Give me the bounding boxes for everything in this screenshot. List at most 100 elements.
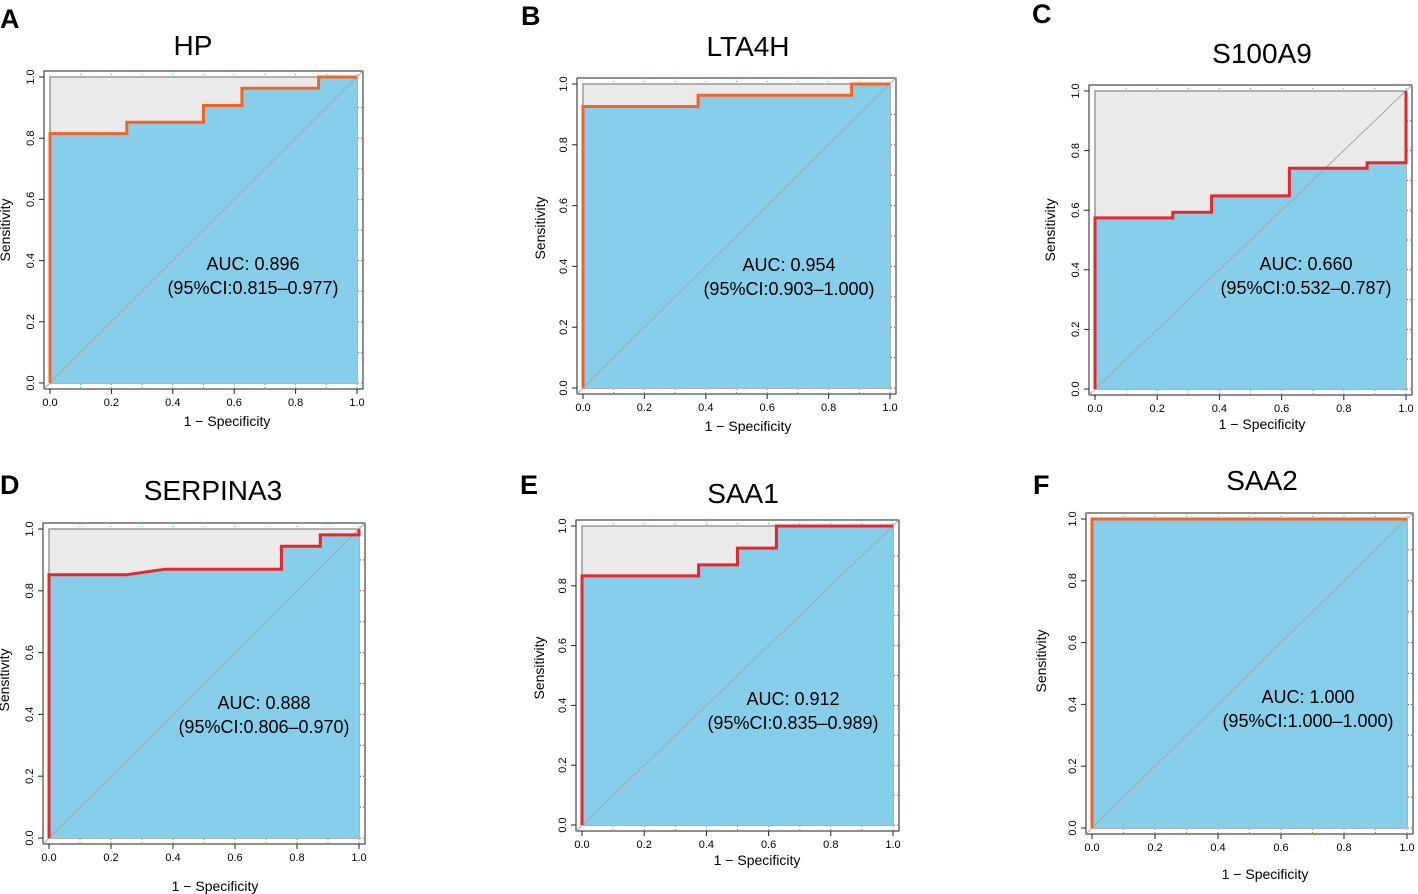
x-tick-label: 0.0 <box>574 839 589 851</box>
auc-ci-label: (95%CI:0.806–0.970) <box>178 717 349 737</box>
y-tick-label: 0.6 <box>25 192 37 207</box>
y-axis-label: Sensitivity <box>531 636 547 699</box>
auc-value-label: AUC: 0.912 <box>746 689 839 709</box>
chart-title: LTA4H <box>707 31 790 62</box>
y-tick-label: 1.0 <box>24 521 36 536</box>
x-tick-label: 0.6 <box>227 852 242 864</box>
y-tick-label: 0.8 <box>558 137 570 152</box>
auc-ci-label: (95%CI:0.532–0.787) <box>1220 278 1391 298</box>
x-tick-label: 1.0 <box>349 397 364 409</box>
y-tick-label: 0.0 <box>25 375 37 390</box>
y-axis-label: Sensitivity <box>1042 198 1058 261</box>
roc-panel-e: E SAA1 0.0 0.2 0.4 0.6 0.8 1.0 0.0 0.2 0.4 0.6 0.8 1.… <box>520 470 901 868</box>
auc-value-label: AUC: 0.954 <box>742 255 835 275</box>
chart-title: HP <box>174 30 213 61</box>
x-tick-label: 0.4 <box>699 839 714 851</box>
y-tick-label: 0.6 <box>1070 203 1082 218</box>
y-tick-label: 1.0 <box>25 69 37 84</box>
y-tick-label: 0.6 <box>24 645 36 660</box>
auc-value-label: AUC: 1.000 <box>1261 687 1354 707</box>
y-tick-label: 0.8 <box>1070 143 1082 158</box>
diagonal-reference-line <box>575 519 900 832</box>
panel-letter: E <box>520 470 538 500</box>
x-tick-label: 0.4 <box>1212 403 1227 415</box>
x-tick-label: 0.8 <box>821 402 836 414</box>
x-tick-label: 0.6 <box>227 397 242 409</box>
y-axis-label: Sensitivity <box>532 196 548 259</box>
y-tick-label: 0.2 <box>557 758 569 773</box>
chart-title: S100A9 <box>1212 38 1312 69</box>
x-tick-label: 0.4 <box>698 402 713 414</box>
x-axis-label: 1 − Specificity <box>184 413 271 429</box>
x-tick-label: 0.2 <box>104 397 119 409</box>
x-tick-label: 1.0 <box>1398 403 1413 415</box>
diagonal-reference-line <box>576 77 897 395</box>
x-tick-label: 1.0 <box>351 852 366 864</box>
x-tick-label: 0.8 <box>1336 403 1351 415</box>
panel-letter: F <box>1033 470 1050 500</box>
x-tick-label: 0.0 <box>1087 403 1102 415</box>
x-tick-label: 0.4 <box>165 397 180 409</box>
y-tick-label: 1.0 <box>558 76 570 91</box>
auc-ci-label: (95%CI:0.835–0.989) <box>707 713 878 733</box>
roc-curve <box>47 529 361 838</box>
y-tick-label: 0.0 <box>558 380 570 395</box>
x-tick-label: 0.6 <box>760 402 775 414</box>
y-tick-label: 0.6 <box>557 638 569 653</box>
x-axis-label: 1 − Specificity <box>1219 416 1306 432</box>
auc-ci-label: (95%CI:0.903–1.000) <box>703 279 874 299</box>
x-tick-label: 1.0 <box>882 402 897 414</box>
roc-curve <box>1093 91 1408 389</box>
chart-title: SAA2 <box>1226 465 1298 496</box>
y-tick-label: 0.4 <box>1070 262 1082 277</box>
y-tick-label: 0.8 <box>25 131 37 146</box>
x-tick-label: 0.8 <box>289 852 304 864</box>
y-tick-label: 1.0 <box>1067 511 1079 526</box>
y-tick-label: 0.4 <box>1067 697 1079 712</box>
panel-letter: D <box>0 470 20 500</box>
y-axis-label: Sensitivity <box>0 648 12 711</box>
diagonal-reference-line <box>43 70 364 390</box>
x-tick-label: 0.2 <box>637 402 652 414</box>
y-tick-label: 0.2 <box>558 320 570 335</box>
y-tick-label: 0.2 <box>24 769 36 784</box>
roc-panel-d: D SERPINA3 0.0 0.2 0.4 0.6 0.8 1.0 0.0 0.2 0.4 0.6 0… <box>0 470 367 894</box>
x-tick-label: 0.0 <box>1084 842 1099 854</box>
panel-letter: B <box>521 1 541 31</box>
y-tick-label: 1.0 <box>1070 83 1082 98</box>
x-axis-label: 1 − Specificity <box>1222 866 1309 882</box>
panel-letter: A <box>0 4 20 34</box>
y-tick-label: 0.6 <box>558 198 570 213</box>
diagonal-reference-line <box>1088 84 1413 396</box>
x-tick-label: 0.2 <box>1150 403 1165 415</box>
chart-title: SERPINA3 <box>144 475 283 506</box>
x-tick-label: 0.8 <box>1336 842 1351 854</box>
y-tick-label: 0.0 <box>1070 381 1082 396</box>
x-tick-label: 0.2 <box>1147 842 1162 854</box>
x-axis-label: 1 − Specificity <box>172 878 259 894</box>
roc-curve <box>1090 517 1407 828</box>
y-axis-label: Sensitivity <box>0 198 13 261</box>
x-axis-label: 1 − Specificity <box>714 852 801 868</box>
x-tick-label: 0.2 <box>637 839 652 851</box>
roc-curve <box>48 75 357 383</box>
x-tick-label: 0.6 <box>1273 842 1288 854</box>
y-tick-label: 0.0 <box>1067 820 1079 835</box>
y-tick-label: 0.4 <box>25 253 37 268</box>
x-tick-label: 1.0 <box>1399 842 1414 854</box>
y-tick-label: 0.0 <box>557 817 569 832</box>
x-tick-label: 0.0 <box>42 397 57 409</box>
diagonal-reference-line <box>42 522 366 845</box>
roc-panel-c: C S100A9 0.0 0.2 0.4 0.6 0.8 1.0 0.0 0.2 0.4 0.6 0.8… <box>1032 0 1414 432</box>
x-tick-label: 1.0 <box>885 839 900 851</box>
x-tick-label: 0.4 <box>165 852 180 864</box>
roc-panel-f: F SAA2 0.0 0.2 0.4 0.6 0.8 1.0 0.0 0.2 0.4 0.6 0.8 1.… <box>1033 465 1415 882</box>
x-tick-label: 0.0 <box>41 852 56 864</box>
y-tick-label: 0.8 <box>1067 573 1079 588</box>
x-tick-label: 0.4 <box>1210 842 1225 854</box>
x-axis-label: 1 − Specificity <box>705 418 792 434</box>
auc-value-label: AUC: 0.660 <box>1259 254 1352 274</box>
y-tick-label: 0.2 <box>1070 322 1082 337</box>
auc-ci-label: (95%CI:0.815–0.977) <box>167 278 338 298</box>
